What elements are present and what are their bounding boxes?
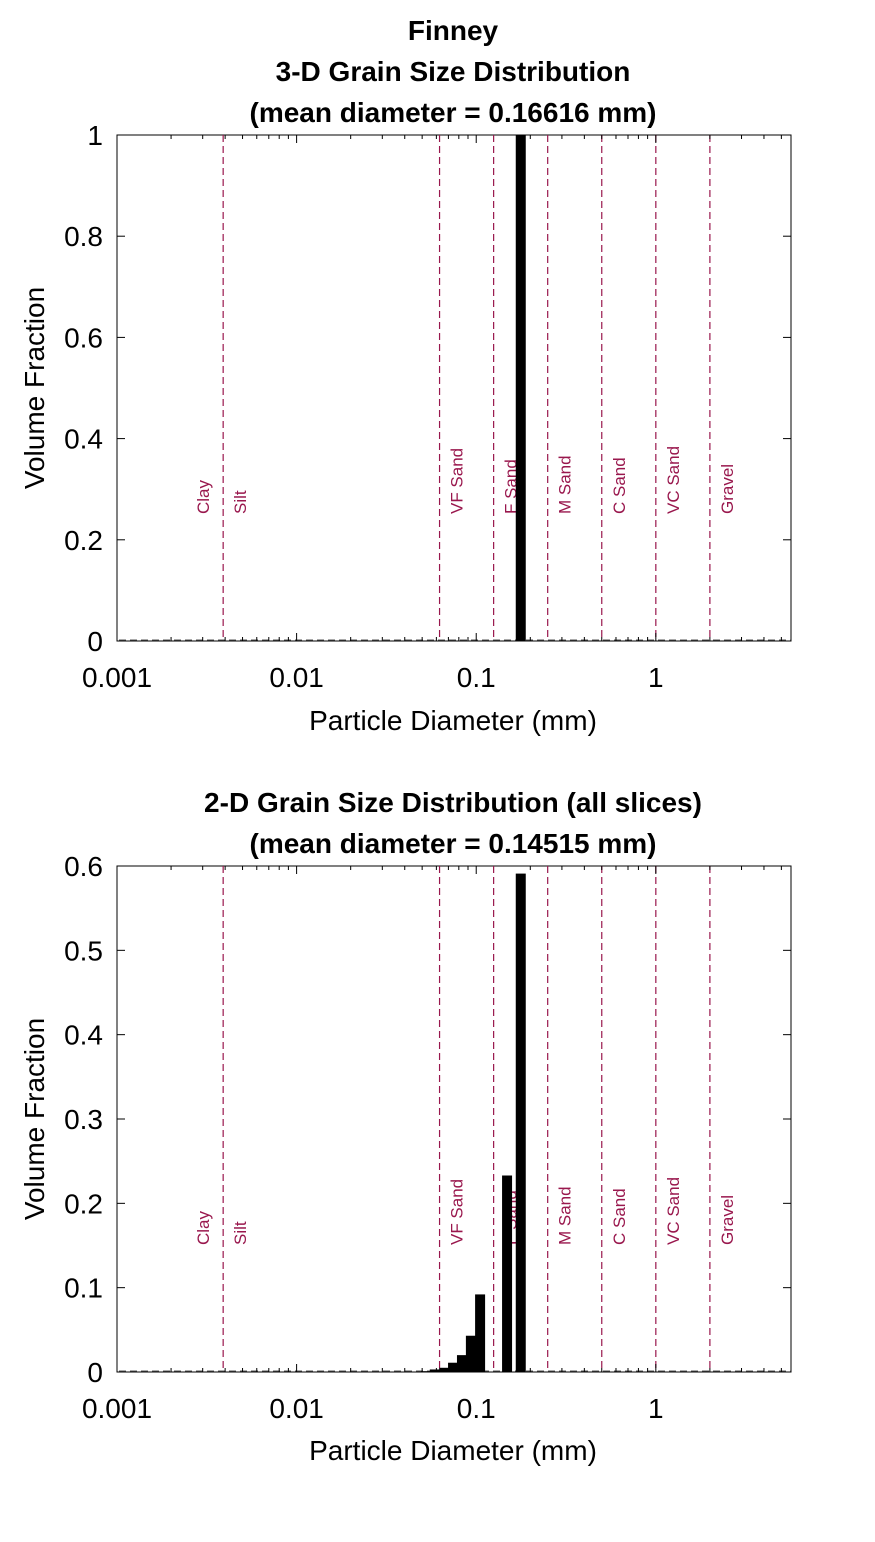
y-tick-label: 0.1 — [64, 1273, 103, 1304]
class-label: M Sand — [556, 1186, 575, 1245]
x-tick-label: 0.01 — [269, 1393, 324, 1424]
class-label: Silt — [231, 1221, 250, 1245]
y-tick-label: 0.2 — [64, 525, 103, 556]
y-tick-label: 0.3 — [64, 1104, 103, 1135]
class-label: VF Sand — [448, 1179, 467, 1245]
chart-title-line: (mean diameter = 0.14515 mm) — [250, 828, 657, 859]
class-label: VC Sand — [664, 446, 683, 514]
chart-title-line: 2-D Grain Size Distribution (all slices) — [204, 787, 702, 818]
bar — [429, 1369, 440, 1372]
y-tick-label: 0.5 — [64, 935, 103, 966]
class-label: Clay — [194, 1210, 213, 1245]
class-label: VF Sand — [448, 448, 467, 514]
y-axis-label: Volume Fraction — [19, 287, 50, 489]
chart-title-line: 3-D Grain Size Distribution — [276, 56, 631, 87]
y-tick-label: 0.6 — [64, 322, 103, 353]
bar — [439, 1367, 450, 1372]
y-tick-label: 1 — [87, 120, 103, 151]
x-tick-label: 0.1 — [457, 662, 496, 693]
bar — [465, 1335, 476, 1372]
y-tick-label: 0.8 — [64, 221, 103, 252]
axes-box — [116, 865, 792, 1373]
chart-3d-distribution: 3-D Grain Size Distribution (mean diamet… — [19, 56, 792, 736]
bar — [515, 873, 526, 1372]
y-tick-label: 0.2 — [64, 1188, 103, 1219]
y-axis-label: Volume Fraction — [19, 1018, 50, 1220]
x-tick-label: 0.001 — [82, 1393, 152, 1424]
chart-2d-distribution: 2-D Grain Size Distribution (all slices)… — [19, 787, 792, 1466]
y-tick-label: 0.6 — [64, 851, 103, 882]
y-tick-label: 0.4 — [64, 424, 103, 455]
sample-name: Finney — [408, 15, 499, 46]
y-tick-label: 0 — [87, 1357, 103, 1388]
class-label: VC Sand — [664, 1177, 683, 1245]
x-tick-label: 1 — [648, 662, 664, 693]
bar — [475, 1294, 486, 1372]
bar — [448, 1362, 459, 1372]
chart-title-line: (mean diameter = 0.16616 mm) — [250, 97, 657, 128]
class-label: C Sand — [610, 1188, 629, 1245]
class-label: Gravel — [718, 1195, 737, 1245]
y-tick-label: 0 — [87, 626, 103, 657]
x-tick-label: 0.001 — [82, 662, 152, 693]
axes-box — [116, 134, 792, 642]
bar — [456, 1355, 467, 1372]
x-axis-label: Particle Diameter (mm) — [309, 1435, 597, 1466]
x-tick-label: 1 — [648, 1393, 664, 1424]
x-tick-label: 0.1 — [457, 1393, 496, 1424]
x-axis-label: Particle Diameter (mm) — [309, 705, 597, 736]
class-label: Silt — [231, 490, 250, 514]
bar — [420, 1371, 431, 1372]
class-label: Gravel — [718, 464, 737, 514]
class-label: M Sand — [556, 455, 575, 514]
class-label: Clay — [194, 479, 213, 514]
bar — [502, 1175, 513, 1372]
bar — [515, 135, 526, 641]
class-label: C Sand — [610, 457, 629, 514]
y-tick-label: 0.4 — [64, 1020, 103, 1051]
x-tick-label: 0.01 — [269, 662, 324, 693]
